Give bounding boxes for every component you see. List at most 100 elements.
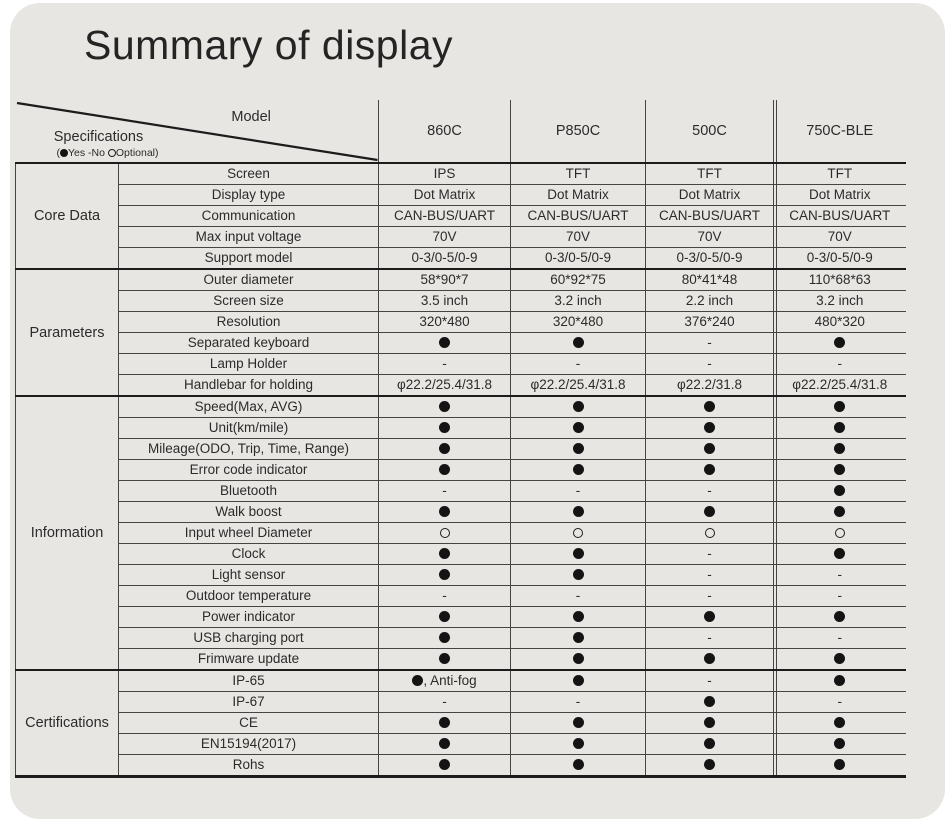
value-cell xyxy=(645,712,774,734)
value-cell xyxy=(378,417,511,439)
filled-dot-icon xyxy=(572,759,584,770)
filled-dot-icon xyxy=(439,506,450,517)
filled-dot-icon xyxy=(834,675,846,686)
filled-dot-icon xyxy=(834,485,846,496)
filled-dot-icon xyxy=(704,717,715,728)
value-cell: 0-3/0-5/0-9 xyxy=(645,247,774,269)
value-cell: - xyxy=(645,543,774,565)
value-cell: CAN-BUS/UART xyxy=(645,205,774,227)
value-cell: - xyxy=(645,627,774,649)
value-cell xyxy=(645,417,774,439)
filled-dot-icon xyxy=(704,696,715,707)
value-cell: 3.5 inch xyxy=(378,290,511,312)
value-cell xyxy=(773,543,906,565)
value-cell: - xyxy=(378,480,511,502)
filled-dot-icon xyxy=(439,337,450,348)
filled-dot-icon xyxy=(704,422,715,433)
category-cell: Parameters xyxy=(15,268,119,396)
filled-dot-icon xyxy=(834,443,846,454)
value-cell xyxy=(773,395,906,418)
filled-dot-icon xyxy=(572,337,584,348)
value-cell xyxy=(773,669,906,692)
filled-dot-icon xyxy=(439,422,450,433)
value-cell: - xyxy=(510,585,646,607)
value-cell xyxy=(773,606,906,628)
filled-dot-icon xyxy=(439,569,450,580)
value-cell xyxy=(645,754,774,778)
table-row: CE xyxy=(16,712,906,734)
value-cell xyxy=(510,606,646,628)
model-header-label: Model xyxy=(231,109,271,125)
filled-dot-icon xyxy=(834,506,846,517)
filled-dot-icon xyxy=(704,653,715,664)
value-cell xyxy=(378,501,511,523)
filled-dot-icon xyxy=(572,548,584,559)
filled-dot-icon xyxy=(834,401,846,412)
table-row: USB charging port - - xyxy=(16,627,906,649)
value-cell: 320*480 xyxy=(510,311,646,333)
filled-dot-icon xyxy=(439,632,450,643)
value-cell xyxy=(510,417,646,439)
filled-dot-icon xyxy=(704,506,715,517)
spec-label-cell: Light sensor xyxy=(118,564,379,586)
table-row: Support model 0-3/0-5/0-9 0-3/0-5/0-9 0-3/0… xyxy=(16,247,906,269)
table-row: Clock - xyxy=(16,543,906,565)
filled-dot-icon xyxy=(572,738,584,749)
spec-label-cell: Outer diameter xyxy=(118,268,379,291)
value-cell xyxy=(773,417,906,439)
spec-label-cell: Power indicator xyxy=(118,606,379,628)
value-cell: φ22.2/25.4/31.8 xyxy=(510,374,646,396)
value-cell xyxy=(378,395,511,418)
filled-dot-icon xyxy=(834,464,846,475)
value-cell xyxy=(773,480,906,502)
value-cell: 3.2 inch xyxy=(510,290,646,312)
filled-dot-icon xyxy=(572,464,584,475)
filled-dot-icon xyxy=(572,675,584,686)
value-cell xyxy=(510,648,646,670)
spec-label-cell: Communication xyxy=(118,205,379,227)
filled-dot-icon xyxy=(834,337,846,348)
value-cell xyxy=(378,332,511,354)
value-cell: φ22.2/25.4/31.8 xyxy=(378,374,511,396)
table-row: Outdoor temperature - - - - xyxy=(16,585,906,607)
value-cell xyxy=(378,754,511,778)
value-cell: Dot Matrix xyxy=(378,184,511,206)
value-cell: 60*92*75 xyxy=(510,268,646,291)
table-row: Display type Dot Matrix Dot Matrix Dot Matr… xyxy=(16,184,906,206)
spec-label-cell: CE xyxy=(118,712,379,734)
value-cell: - xyxy=(773,353,906,375)
table-row: Unit(km/mile) xyxy=(16,417,906,439)
filled-dot-icon xyxy=(704,401,715,412)
spec-label-cell: Support model xyxy=(118,247,379,269)
value-cell xyxy=(510,754,646,778)
column-header-860c: 860C xyxy=(378,100,511,164)
value-cell: 2.2 inch xyxy=(645,290,774,312)
value-cell: CAN-BUS/UART xyxy=(773,205,906,227)
table-row: Communication CAN-BUS/UART CAN-BUS/UART CAN… xyxy=(16,205,906,227)
table-row: Screen size 3.5 inch 3.2 inch 2.2 inch 3.2 i… xyxy=(16,290,906,312)
value-cell xyxy=(510,564,646,586)
spec-label-cell: Walk boost xyxy=(118,501,379,523)
value-cell xyxy=(645,438,774,460)
spec-label-cell: EN15194(2017) xyxy=(118,733,379,755)
value-cell: - xyxy=(378,585,511,607)
value-cell: - xyxy=(510,353,646,375)
value-cell xyxy=(378,522,511,544)
spec-label-cell: Input wheel Diameter xyxy=(118,522,379,544)
value-cell: Dot Matrix xyxy=(510,184,646,206)
value-cell xyxy=(645,522,774,544)
spec-label-cell: Mileage(ODO, Trip, Time, Range) xyxy=(118,438,379,460)
value-cell: - xyxy=(773,691,906,713)
spec-label-cell: Separated keyboard xyxy=(118,332,379,354)
value-cell: TFT xyxy=(510,162,646,185)
table-row: Light sensor - - xyxy=(16,564,906,586)
filled-dot-icon xyxy=(439,717,450,728)
spec-label-cell: Rohs xyxy=(118,754,379,778)
value-cell: CAN-BUS/UART xyxy=(510,205,646,227)
value-cell xyxy=(773,712,906,734)
table-row: Rohs xyxy=(16,754,906,778)
spec-label-cell: Outdoor temperature xyxy=(118,585,379,607)
table-row: Walk boost xyxy=(16,501,906,523)
value-cell xyxy=(773,501,906,523)
category-cell: Core Data xyxy=(15,162,119,269)
